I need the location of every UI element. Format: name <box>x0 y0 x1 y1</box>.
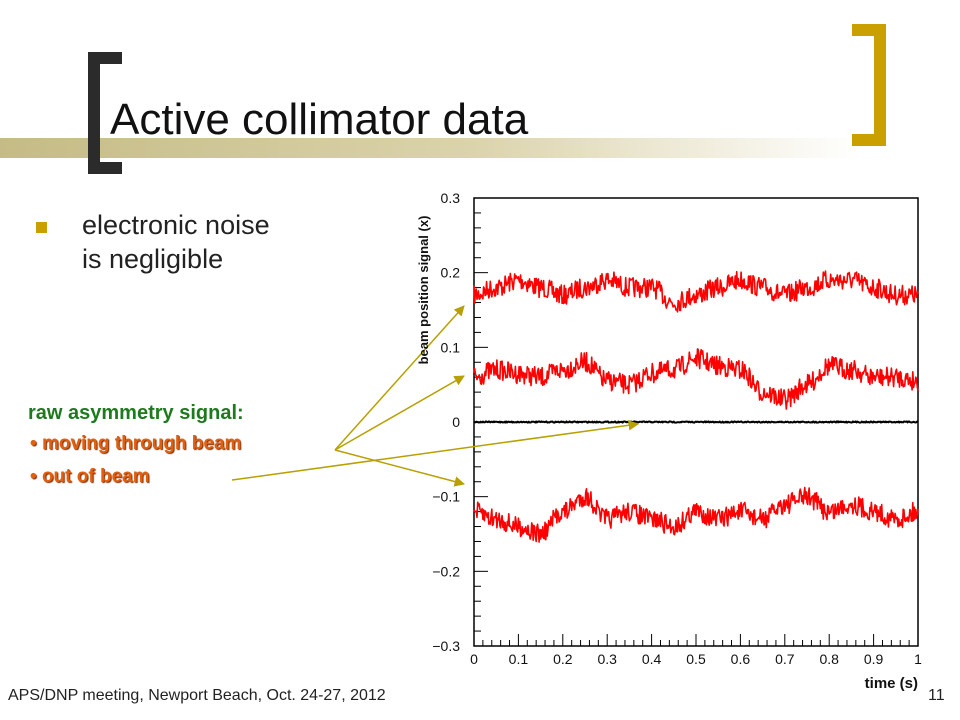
right-bracket-top <box>852 24 886 36</box>
annotation-heading: raw asymmetry signal: <box>28 402 244 424</box>
series-line <box>473 420 919 424</box>
y-tick-label: 0.1 <box>441 339 461 355</box>
x-tick-label: 0.8 <box>819 651 839 667</box>
annotation-arrow <box>334 449 466 487</box>
series-line <box>473 270 919 313</box>
x-tick-label: 0.6 <box>731 651 751 667</box>
x-tick-label: 1 <box>914 651 922 667</box>
y-tick-label: −0.3 <box>432 638 460 654</box>
x-axis-label: time (s) <box>865 675 918 692</box>
x-tick-label: 0.1 <box>509 651 529 667</box>
title-underline-bar <box>0 138 860 158</box>
left-bracket <box>88 52 100 174</box>
right-bracket <box>874 24 886 146</box>
chart-series <box>473 270 919 543</box>
x-tick-label: 0.7 <box>775 651 795 667</box>
y-tick-label: 0.2 <box>441 265 461 281</box>
footer-text: APS/DNP meeting, Newport Beach, Oct. 24-… <box>8 687 386 704</box>
bullet-text: electronic noise is negligible <box>82 210 270 274</box>
annotation-item-label: moving through beam <box>41 433 242 454</box>
x-tick-label: 0.9 <box>864 651 884 667</box>
y-tick-label: 0.3 <box>441 190 461 206</box>
x-tick-label: 0.5 <box>686 651 706 667</box>
left-bracket-bottom <box>88 162 122 174</box>
slide-title: Active collimator data <box>110 95 529 144</box>
left-bracket-top <box>88 52 122 64</box>
annotation-arrow <box>231 420 640 481</box>
x-tick-label: 0.2 <box>553 651 573 667</box>
annotation-arrow <box>334 375 465 451</box>
x-tick-label: 0 <box>470 651 478 667</box>
bullet-square-icon <box>36 222 47 233</box>
right-bracket-bottom <box>852 134 886 146</box>
y-tick-label: −0.2 <box>432 563 460 579</box>
chart-ticks: 0 0.1 0.2 0.3 0.4 0.5 0.6 0.7 0.8 0.9 10.30.20.10−… <box>432 190 922 667</box>
x-tick-label: 0.3 <box>597 651 617 667</box>
annotation-item: • out of beam <box>30 466 150 487</box>
annotation-arrow <box>334 305 465 451</box>
y-axis-label: beam position signal (x) <box>416 216 431 365</box>
annotation-item: • moving through beam <box>30 433 242 454</box>
x-tick-label: 0.4 <box>642 651 662 667</box>
annotation-arrows <box>231 305 640 487</box>
y-tick-label: 0 <box>452 414 460 430</box>
annotation-item-label: out of beam <box>41 466 150 487</box>
series-line <box>473 348 919 410</box>
y-tick-label: −0.1 <box>432 489 460 505</box>
series-line <box>473 486 919 543</box>
page-number: 11 <box>928 687 945 704</box>
